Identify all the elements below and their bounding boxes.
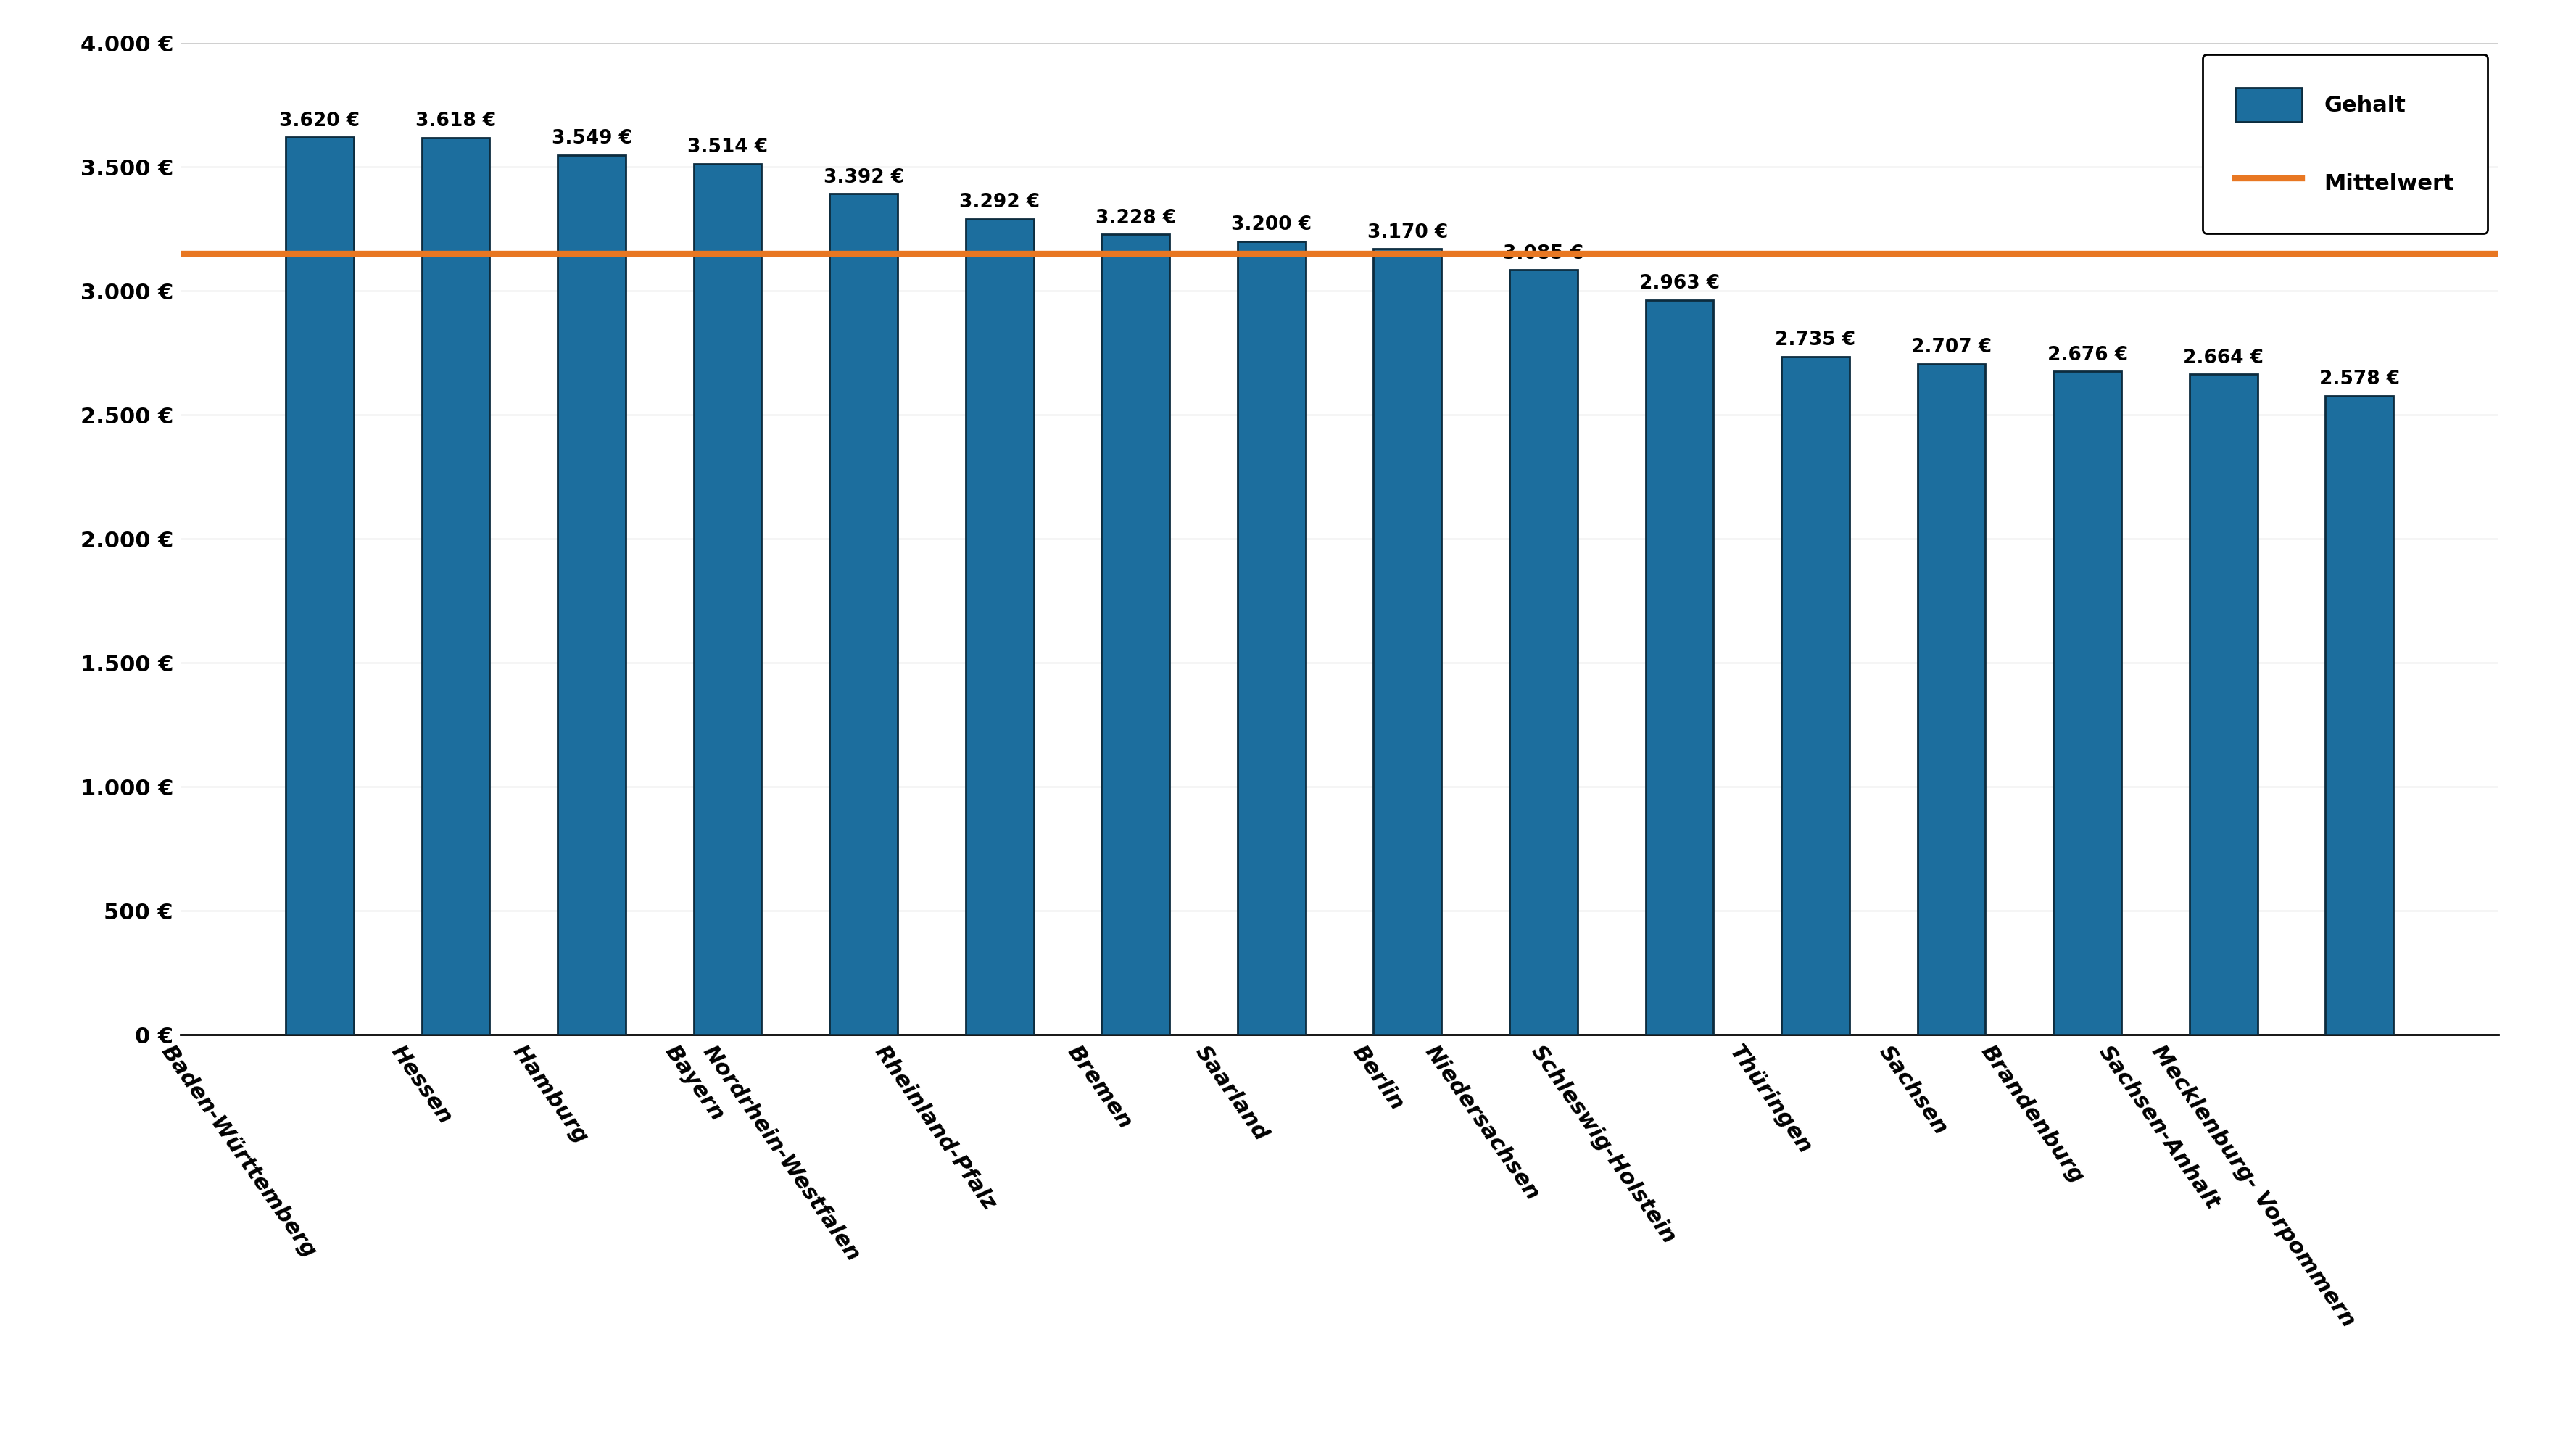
Text: 3.200 €: 3.200 € bbox=[1231, 216, 1311, 234]
Bar bbox=[2053, 371, 2123, 1035]
Bar bbox=[2190, 374, 2257, 1035]
Bar bbox=[1103, 234, 1170, 1035]
Bar bbox=[1510, 270, 1577, 1035]
Text: 2.707 €: 2.707 € bbox=[1911, 338, 1991, 356]
Bar bbox=[1646, 300, 1713, 1035]
Bar bbox=[1783, 356, 1850, 1035]
Text: 3.228 €: 3.228 € bbox=[1095, 208, 1175, 227]
Bar bbox=[693, 164, 762, 1035]
Text: 3.549 €: 3.549 € bbox=[551, 129, 631, 148]
Bar bbox=[1373, 249, 1443, 1035]
Bar bbox=[556, 155, 626, 1035]
Text: 2.664 €: 2.664 € bbox=[2182, 349, 2264, 368]
Text: 3.620 €: 3.620 € bbox=[278, 112, 361, 131]
Legend: Gehalt, Mittelwert: Gehalt, Mittelwert bbox=[2202, 55, 2488, 233]
Text: 2.578 €: 2.578 € bbox=[2318, 369, 2401, 388]
Text: 3.618 €: 3.618 € bbox=[415, 112, 497, 131]
Text: 3.170 €: 3.170 € bbox=[1368, 223, 1448, 241]
Bar bbox=[2326, 395, 2393, 1035]
Text: 3.392 €: 3.392 € bbox=[824, 168, 904, 187]
Bar bbox=[422, 138, 489, 1035]
Bar bbox=[286, 138, 353, 1035]
Bar bbox=[1236, 241, 1306, 1035]
Text: 3.085 €: 3.085 € bbox=[1504, 244, 1584, 263]
Text: 2.676 €: 2.676 € bbox=[2048, 345, 2128, 365]
Bar bbox=[966, 218, 1033, 1035]
Text: 3.514 €: 3.514 € bbox=[688, 138, 768, 157]
Bar bbox=[1917, 364, 1986, 1035]
Text: 2.963 €: 2.963 € bbox=[1638, 274, 1721, 293]
Bar bbox=[829, 194, 896, 1035]
Text: 2.735 €: 2.735 € bbox=[1775, 331, 1855, 349]
Text: 3.292 €: 3.292 € bbox=[958, 193, 1041, 211]
